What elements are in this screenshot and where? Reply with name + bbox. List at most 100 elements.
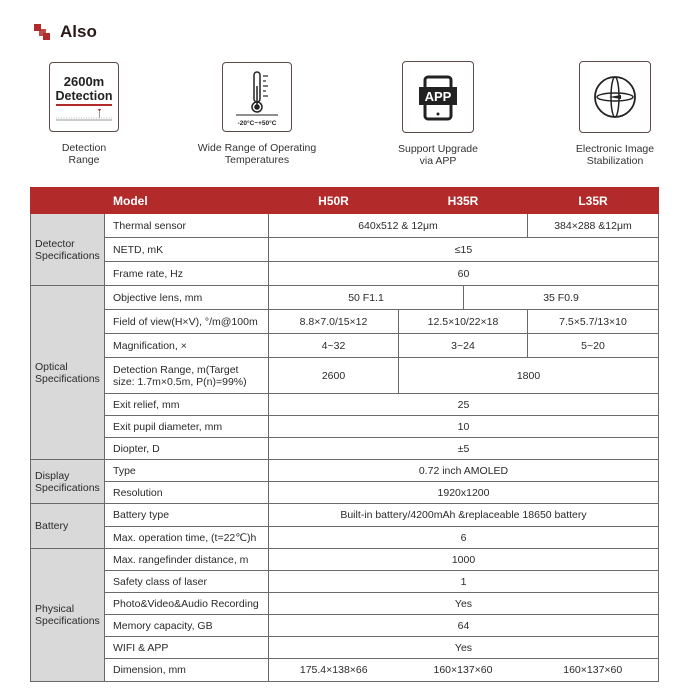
group-label: Optical Specifications	[30, 285, 105, 460]
icon-text-detection: Detection	[56, 89, 113, 103]
brand-mark-icon	[34, 24, 50, 40]
value-cell: Built-in battery/4200mAh &replaceable 18…	[268, 503, 659, 527]
feature-caption-line: via APP	[419, 155, 457, 167]
parameter-label: WIFI & APP	[104, 636, 269, 659]
value-cell: 64	[268, 614, 659, 637]
value-cell: 160×137×60	[527, 658, 659, 682]
table-row: NETD, mK ≤15	[31, 237, 659, 262]
table-row: Frame rate, Hz 60	[31, 261, 659, 286]
value-cell: 384×288 &12μm	[527, 213, 659, 238]
parameter-label: Magnification, ×	[104, 333, 269, 358]
group-label-line: Specifications	[35, 249, 100, 262]
header-model-l35r: L35R	[527, 187, 659, 214]
value-cell: 2600	[268, 357, 399, 394]
group-label: Detector Specifications	[30, 213, 105, 286]
table-row: Battery Battery type Built-in battery/4200…	[30, 503, 659, 549]
parameter-label: Dimension, mm	[104, 658, 269, 682]
icon-text-app: APP	[425, 89, 452, 104]
table-header-row: Model H50R H35R L35R	[30, 187, 659, 214]
group-label: Battery	[30, 503, 105, 549]
specifications-table: Model H50R H35R L35R Detector Specifications T…	[30, 187, 659, 682]
table-row: Field of view(H×V), °/m@100m 8.8×7.0/15×1…	[31, 309, 659, 334]
value-cell: 7.5×5.7/13×10	[527, 309, 659, 334]
group-label-line: Detector	[35, 237, 75, 250]
table-row: Detection Range, m(Target size: 1.7m×0.5…	[31, 357, 659, 394]
value-cell: 640x512 & 12μm	[268, 213, 528, 238]
feature-caption-line: Temperatures	[224, 154, 290, 166]
icon-text-distance: 2600m	[64, 74, 104, 89]
parameter-label: NETD, mK	[104, 237, 269, 262]
table-row: Diopter, D ±5	[31, 437, 659, 460]
table-row: Physical Specifications Max. rangefinder d…	[30, 548, 659, 682]
group-label: Display Specifications	[30, 459, 105, 504]
value-cell: Yes	[268, 636, 659, 659]
value-cell: 60	[268, 261, 659, 286]
header-model-label: Model	[104, 187, 269, 214]
value-cell: 25	[268, 393, 659, 416]
value-cell: 1000	[268, 548, 659, 571]
value-cell: Yes	[268, 592, 659, 615]
table-row: Exit pupil diameter, mm 10	[31, 415, 659, 438]
feature-detection-range: 2600m Detection Detection Range	[9, 62, 159, 166]
parameter-label: Exit relief, mm	[104, 393, 269, 416]
group-label-line: Specifications	[35, 615, 100, 627]
parameter-label: Exit pupil diameter, mm	[104, 415, 269, 438]
group-label-line: Specifications	[35, 481, 100, 494]
parameter-label: Field of view(H×V), °/m@100m	[104, 309, 269, 334]
value-cell: 175.4×138×66	[268, 658, 399, 682]
parameter-label: Photo&Video&Audio Recording	[104, 592, 269, 615]
parameter-label: Max. rangefinder distance, m	[104, 548, 269, 571]
feature-caption-line: Support Upgrade	[398, 143, 478, 155]
value-cell: 1	[268, 570, 659, 593]
parameter-label: Detection Range, m(Target size: 1.7m×0.5…	[104, 357, 269, 394]
image-stabilization-icon	[579, 61, 651, 133]
table-row: Optical Specifications Objective lens, mm 5…	[30, 285, 659, 460]
section-heading: Also	[60, 22, 97, 41]
value-cell: 1800	[398, 357, 659, 394]
value-cell: ≤15	[268, 237, 659, 262]
value-cell: 4~32	[268, 333, 399, 358]
table-row: Display Specifications Type 0.72 inch AMOLE…	[30, 459, 659, 504]
table-row: Detector Specifications Thermal sensor 640x…	[30, 213, 659, 286]
parameter-label: Diopter, D	[104, 437, 269, 460]
group-label-line: Specifications	[35, 372, 100, 385]
parameter-label: Safety class of laser	[104, 570, 269, 593]
table-row: Magnification, × 4~32 3~24 5~20	[31, 333, 659, 358]
parameter-label: Objective lens, mm	[104, 285, 269, 310]
value-cell: ±5	[268, 437, 659, 460]
header-empty-cell	[30, 187, 105, 214]
value-cell: 5~20	[527, 333, 659, 358]
app-phone-icon: APP	[402, 61, 474, 133]
group-label-line: Optical	[35, 360, 68, 373]
parameter-label: Type	[104, 459, 269, 482]
group-label-line: Battery	[35, 520, 69, 532]
value-cell: 10	[268, 415, 659, 438]
parameter-label: Resolution	[104, 481, 269, 504]
table-row: WIFI & APP Yes	[31, 636, 659, 659]
feature-caption-line: Wide Range of Operating	[197, 142, 317, 154]
feature-caption-line: Electronic Image	[575, 143, 655, 155]
table-row: Photo&Video&Audio Recording Yes	[31, 592, 659, 615]
table-row: Safety class of laser 1	[31, 570, 659, 593]
parameter-label: Frame rate, Hz	[104, 261, 269, 286]
value-cell: 8.8×7.0/15×12	[268, 309, 399, 334]
table-row: Dimension, mm 175.4×138×66 160×137×60 160×1…	[31, 658, 659, 682]
parameter-label: Max. operation time, (t=22℃)h	[104, 526, 269, 549]
feature-caption-line: Detection	[61, 142, 107, 154]
group-label-line: Display	[35, 469, 70, 482]
value-cell: 50 F1.1	[268, 285, 464, 310]
value-cell: 0.72 inch AMOLED	[268, 459, 659, 482]
section-title: Also	[34, 22, 97, 42]
table-row: Resolution 1920x1200	[31, 481, 659, 504]
header-model-h35r: H35R	[398, 187, 528, 214]
table-row: Exit relief, mm 25	[31, 393, 659, 416]
value-cell: 6	[268, 526, 659, 549]
detection-range-icon: 2600m Detection	[49, 62, 119, 132]
thermometer-icon: -20°C~+50°C	[222, 62, 292, 132]
parameter-label: Battery type	[104, 503, 269, 527]
table-row: Max. operation time, (t=22℃)h 6	[31, 526, 659, 549]
value-cell: 3~24	[398, 333, 528, 358]
table-row: Memory capacity, GB 64	[31, 614, 659, 637]
feature-app-upgrade: APP Support Upgrade via APP	[363, 61, 513, 167]
feature-caption-line: Range	[68, 154, 100, 166]
